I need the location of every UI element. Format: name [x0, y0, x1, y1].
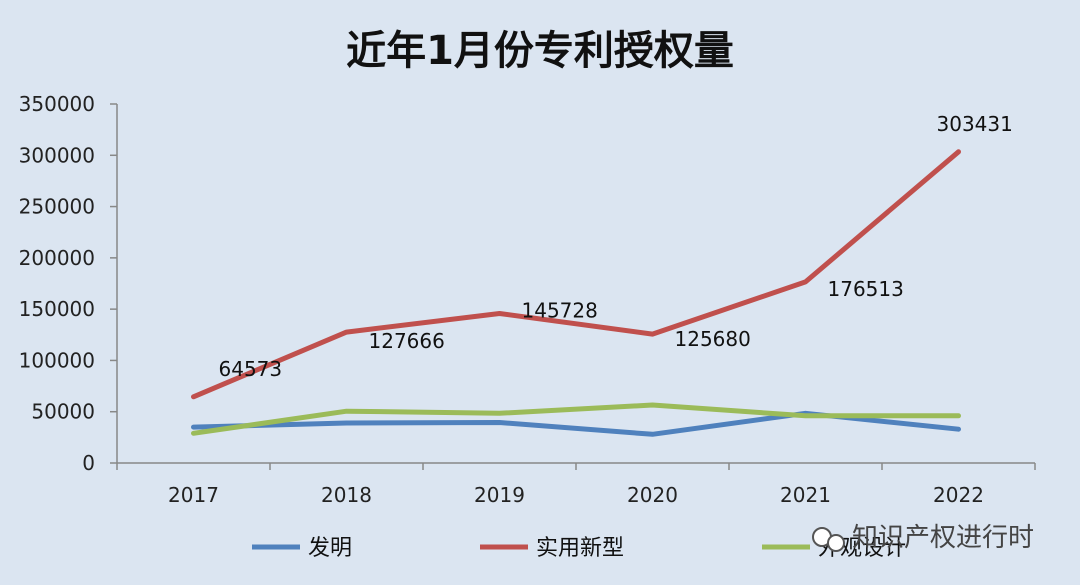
x-tick-label: 2019: [474, 483, 525, 507]
y-tick-label: 0: [82, 451, 95, 475]
data-label: 176513: [828, 277, 904, 301]
series-line-1: [191, 149, 961, 400]
data-label: 64573: [219, 357, 283, 381]
y-tick-label: 350000: [19, 92, 95, 116]
x-tick-label: 2018: [321, 483, 372, 507]
axes: 0 50000 100000 150000 200000 250000 300000 3500…: [19, 92, 1036, 507]
data-label: 127666: [369, 329, 445, 353]
y-tick-label: 250000: [19, 195, 95, 219]
legend: 发明 实用新型 外观设计: [252, 536, 906, 561]
data-labels: 64573 127666 145728 125680 176513 303431: [219, 112, 1013, 381]
y-tick-label: 300000: [19, 143, 95, 167]
chart-title: 近年1月份专利授权量: [346, 28, 734, 74]
wechat-icon-bubble: [827, 534, 845, 552]
y-tick-label: 200000: [19, 246, 95, 270]
watermark-text: 知识产权进行时: [852, 523, 1034, 553]
y-tick-label: 150000: [19, 297, 95, 321]
data-label: 303431: [937, 112, 1013, 136]
x-tick-label: 2021: [780, 483, 831, 507]
legend-label: 实用新型: [536, 536, 624, 561]
data-label: 125680: [675, 327, 751, 351]
series-layer: [191, 149, 961, 437]
watermark: 知识产权进行时: [812, 523, 1034, 553]
series-line-2: [191, 402, 961, 436]
x-tick-label: 2017: [168, 483, 219, 507]
y-tick-label: 100000: [19, 348, 95, 372]
x-tick-label: 2020: [627, 483, 678, 507]
x-tick-label: 2022: [933, 483, 984, 507]
legend-label: 发明: [308, 536, 352, 561]
data-label: 145728: [522, 299, 598, 323]
y-tick-label: 50000: [31, 400, 95, 424]
